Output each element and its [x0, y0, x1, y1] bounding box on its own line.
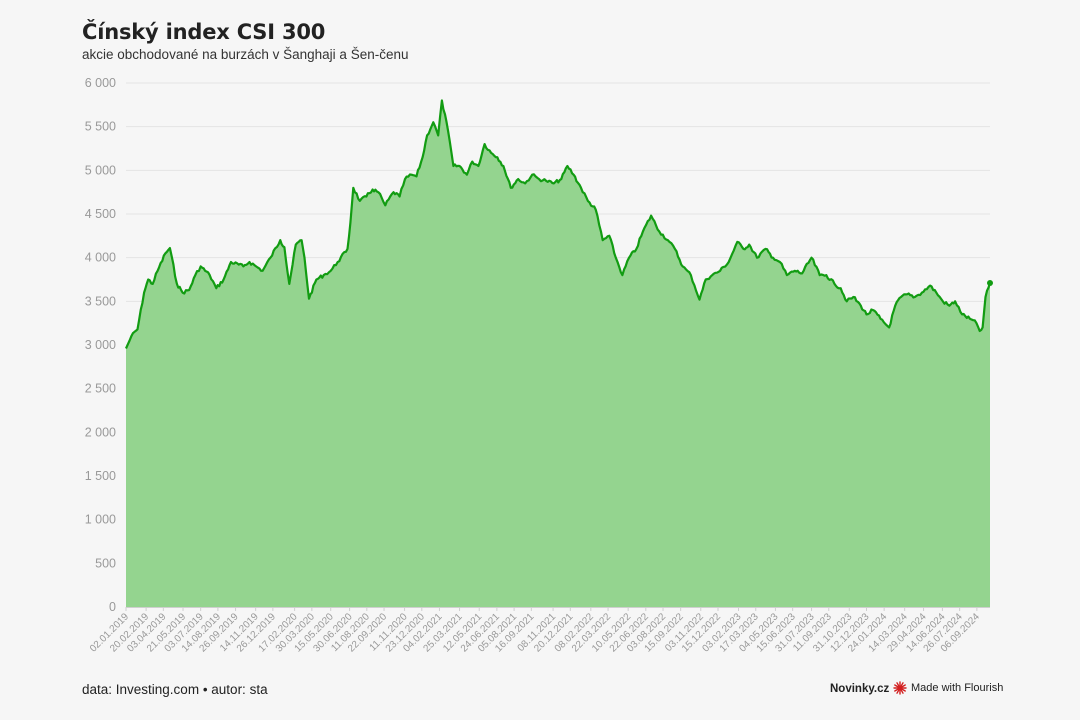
flourish-badge[interactable]: Made with Flourish — [893, 681, 1003, 695]
publisher-logo[interactable]: Novinky.cz — [830, 683, 890, 695]
y-tick-label: 5 000 — [85, 163, 116, 177]
y-tick-label: 2 500 — [85, 382, 116, 396]
flourish-label: Made with Flourish — [911, 682, 1004, 694]
chart-subtitle: akcie obchodované na burzách v Šanghaji … — [82, 47, 409, 62]
last-data-point — [987, 279, 993, 286]
y-tick-label: 3 500 — [85, 294, 116, 308]
y-tick-label: 4 000 — [85, 251, 116, 265]
y-tick-label: 0 — [109, 600, 116, 614]
y-tick-label: 1 000 — [85, 513, 116, 527]
series-area — [126, 100, 990, 607]
series-line — [124, 99, 992, 349]
y-tick-label: 3 000 — [85, 338, 116, 352]
y-axis: 0 500 1 000 1 500 2 000 2 500 3 000 3 500 4 000 4… — [85, 76, 116, 614]
x-axis: 02.01.201920.02.201903.04.201921.05.2019… — [88, 607, 982, 655]
y-tick-label: 5 500 — [85, 120, 116, 134]
y-tick-label: 2 000 — [85, 425, 116, 439]
source-credit: data: Investing.com • autor: sta — [82, 682, 268, 697]
y-tick-label: 1 500 — [85, 469, 116, 483]
y-tick-label: 4 500 — [85, 207, 116, 221]
chart-title: Čínský index CSI 300 — [82, 20, 326, 44]
y-tick-label: 6 000 — [85, 76, 116, 90]
y-tick-label: 500 — [95, 556, 116, 570]
flourish-logo-icon — [893, 681, 907, 695]
